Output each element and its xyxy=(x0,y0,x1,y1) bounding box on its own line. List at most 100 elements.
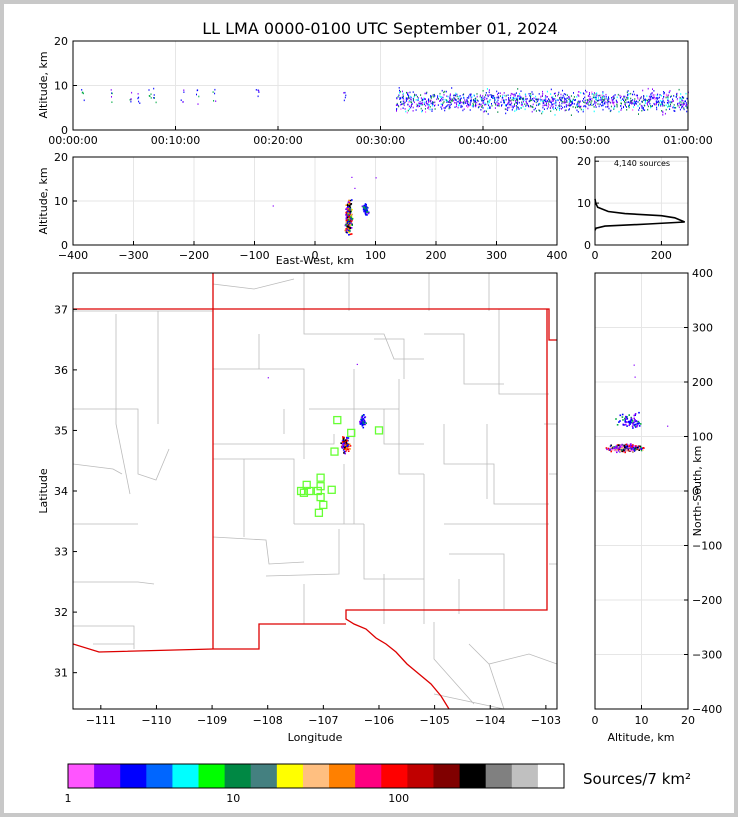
time-source-point xyxy=(402,97,404,100)
time-source-point xyxy=(609,102,611,104)
time-source-point xyxy=(444,98,446,101)
time-source-point xyxy=(620,105,622,107)
east-west-source-point xyxy=(346,219,348,221)
time-source-point xyxy=(654,103,656,106)
east-west-source-point xyxy=(346,226,349,228)
east-west-tick-label: −200 xyxy=(179,249,209,262)
latitude-label: Latitude xyxy=(37,468,50,514)
north-south-source-point xyxy=(633,364,635,366)
time-source-point xyxy=(439,95,441,98)
east-west-tick-label: 0 xyxy=(312,249,319,262)
time-source-point xyxy=(628,101,630,103)
time-source-point xyxy=(557,94,559,97)
east-west-source-point xyxy=(349,206,352,209)
time-source-point xyxy=(538,109,540,111)
time-source-point xyxy=(601,104,603,107)
time-source-point xyxy=(596,94,598,96)
time-source-point xyxy=(467,101,469,103)
time-source-point xyxy=(647,87,649,90)
time-source-point xyxy=(655,100,657,103)
east-west-source-point xyxy=(347,213,350,216)
time-source-point xyxy=(415,99,417,101)
time-source-point xyxy=(255,89,257,91)
time-source-point xyxy=(656,101,658,104)
time-source-point xyxy=(506,104,508,107)
time-source-point xyxy=(420,102,422,105)
plan-view-source-point xyxy=(341,446,344,448)
time-source-point xyxy=(479,104,481,106)
time-source-point xyxy=(481,106,483,108)
time-source-point xyxy=(671,100,673,103)
time-source-point xyxy=(568,109,570,111)
east-west-source-point xyxy=(364,210,367,212)
time-source-point xyxy=(432,103,434,105)
east-west-source-point xyxy=(348,234,350,236)
time-source-point xyxy=(515,99,517,102)
station-marker xyxy=(316,482,325,491)
north-south-source-point xyxy=(627,446,629,448)
latitude-tick-label: 37 xyxy=(54,303,68,316)
time-source-point xyxy=(433,93,435,96)
time-source-point xyxy=(535,110,537,112)
time-source-point xyxy=(402,95,404,98)
time-source-point xyxy=(488,94,490,96)
time-source-point xyxy=(590,103,591,106)
time-source-point xyxy=(566,101,568,104)
time-source-point xyxy=(487,95,489,98)
histogram-y-tick-label: 10 xyxy=(577,197,591,210)
time-source-point xyxy=(501,104,503,106)
time-source-point xyxy=(447,101,449,103)
time-source-point xyxy=(589,96,591,98)
time-source-point xyxy=(481,99,483,101)
time-source-point xyxy=(497,99,499,102)
time-source-point xyxy=(605,100,607,103)
north-south-source-point xyxy=(634,413,637,415)
east-west-source-point xyxy=(346,214,349,216)
time-source-point xyxy=(674,107,676,109)
north-south-source-point xyxy=(621,449,623,451)
time-source-point xyxy=(599,99,601,101)
time-source-point xyxy=(153,97,155,99)
time-source-point xyxy=(566,97,568,99)
time-source-point xyxy=(488,100,490,102)
time-source-point xyxy=(672,106,674,109)
time-source-point xyxy=(455,99,457,101)
time-source-point xyxy=(658,101,660,104)
east-west-source-point xyxy=(345,208,347,210)
time-source-point xyxy=(570,114,572,116)
time-source-point xyxy=(424,108,426,110)
time-source-point xyxy=(470,95,472,97)
time-source-point xyxy=(406,97,408,100)
time-source-point xyxy=(568,108,570,110)
north-south-source-point xyxy=(615,445,618,447)
plan-view-source-point xyxy=(349,445,352,447)
time-source-point xyxy=(634,100,635,102)
time-source-point xyxy=(472,105,474,108)
plan-view-source-point xyxy=(341,443,344,445)
time-source-point xyxy=(472,102,474,105)
time-source-point xyxy=(599,94,601,97)
time-source-point xyxy=(475,105,477,108)
time-source-point xyxy=(535,101,537,104)
north-south-source-point xyxy=(638,445,641,448)
north-south-source-point xyxy=(639,448,642,450)
plan-view-source-point xyxy=(363,419,365,422)
time-source-point xyxy=(643,95,645,97)
time-source-point xyxy=(573,96,575,98)
time-source-point xyxy=(524,108,526,111)
north-south-source-point xyxy=(638,425,641,427)
time-source-point xyxy=(429,106,431,108)
time-source-point xyxy=(463,97,465,99)
north-south-tick-label: 300 xyxy=(692,322,713,335)
time-source-point xyxy=(565,105,567,108)
colorbar-swatch xyxy=(485,764,513,788)
time-source-point xyxy=(591,97,593,100)
time-source-point xyxy=(576,104,578,107)
time-source-point xyxy=(530,95,532,97)
time-source-point xyxy=(565,93,567,96)
altitude-tick-label: 10 xyxy=(54,195,68,208)
time-source-point xyxy=(684,103,686,106)
north-south-source-point xyxy=(627,448,629,451)
time-source-point xyxy=(647,105,649,108)
time-source-point xyxy=(538,98,539,101)
